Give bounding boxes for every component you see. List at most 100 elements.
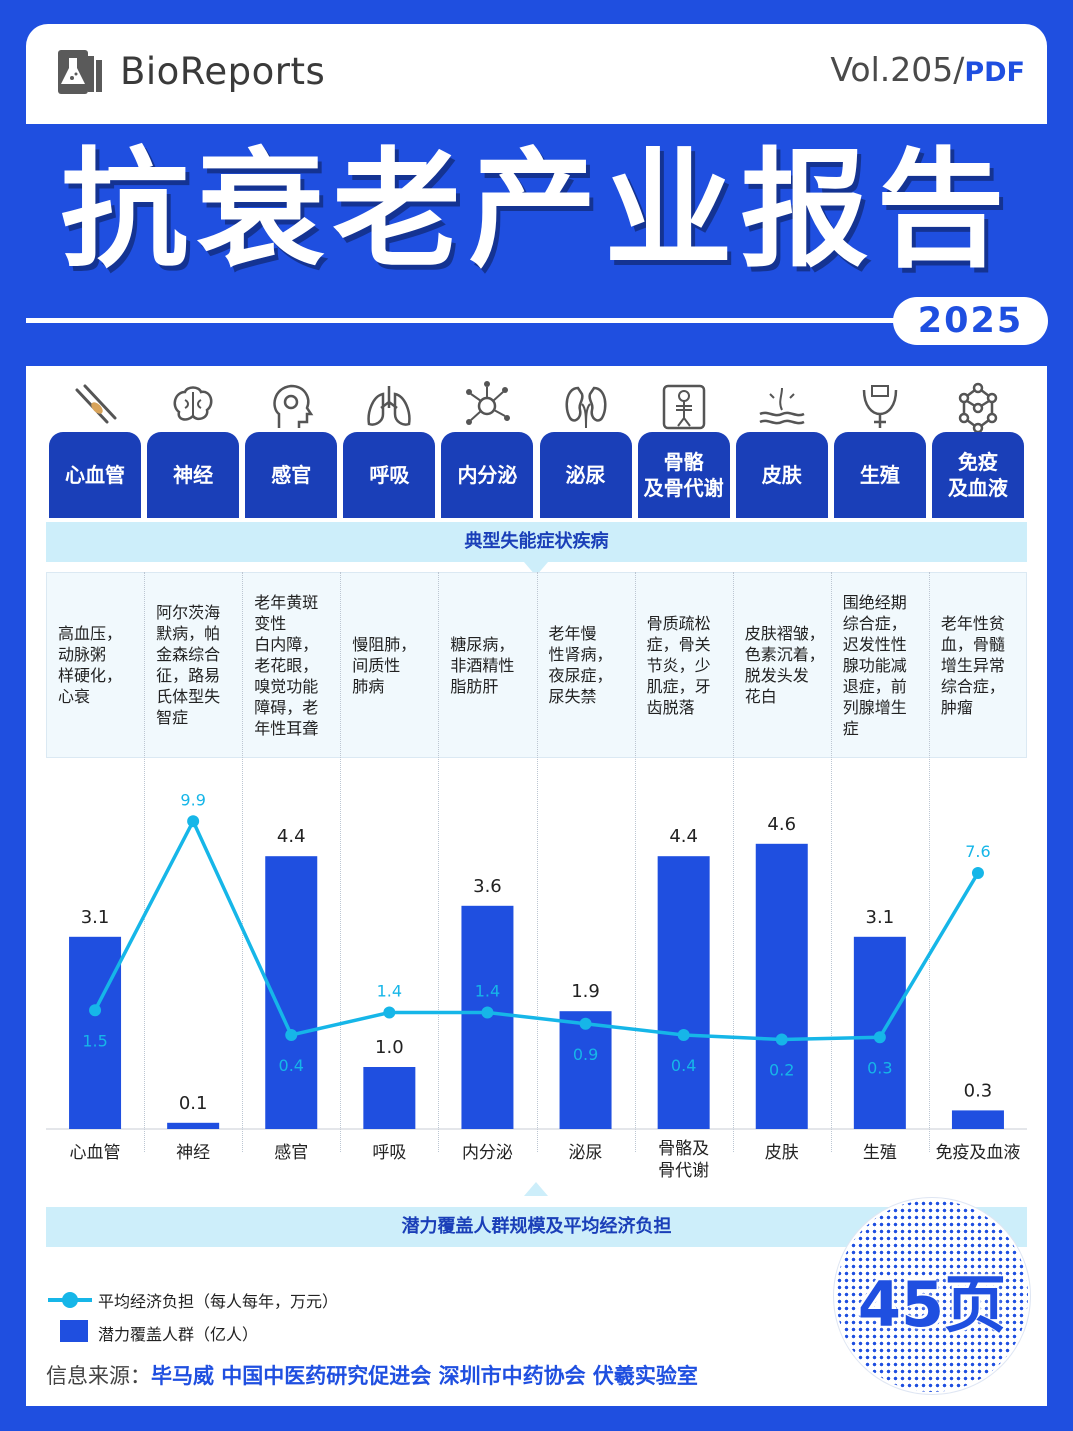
lungs-icon [367, 386, 411, 426]
line-point [285, 1029, 298, 1041]
head-gear-icon [273, 384, 314, 428]
molecule-network-icon [466, 381, 511, 425]
line-value-label: 0.2 [769, 1061, 794, 1080]
column-divider [242, 572, 244, 1152]
bar-value-label: 4.6 [767, 814, 796, 835]
page-count-badge [834, 1198, 1030, 1394]
line-point [579, 1017, 592, 1030]
x-tick-label: 内分泌 [462, 1143, 513, 1163]
line-point [873, 1031, 886, 1044]
skeleton-icon [662, 384, 705, 430]
legend-bar-label: 潜力覆盖人群（亿人） [98, 1325, 259, 1344]
disease-text: 高血压， 动脉粥 样硬化， 心衰 [58, 624, 123, 706]
column-divider [536, 572, 538, 1152]
x-tick-label: 感官 [274, 1143, 308, 1163]
line-value-label: 1.4 [475, 982, 500, 1001]
bar [559, 1011, 612, 1129]
brand-name: BioReports [120, 50, 326, 93]
line-point [89, 1004, 102, 1017]
legend-line-marker [62, 1292, 78, 1308]
category-tab: 内分泌 [441, 432, 534, 518]
legend-line-label: 平均经济负担（每人每年，万元） [98, 1292, 339, 1311]
bar [265, 856, 318, 1129]
bar [167, 1122, 220, 1129]
source-label: 信息来源： [46, 1364, 151, 1388]
content-card: 心血管 神经 感官 呼吸 内分泌 泌尿 骨骼 及骨代谢 皮肤 生殖 免疫 及血液 典型失能症状疾病… [26, 366, 1047, 1406]
bar-value-label: 4.4 [669, 826, 698, 847]
column-divider [144, 572, 146, 1152]
x-tick-label: 心血管 [70, 1143, 121, 1163]
line-point [187, 815, 200, 828]
legend-bar-swatch [60, 1320, 88, 1342]
page-count-text: 45页 [857, 1268, 1007, 1341]
chart: 3.1 0.1 4.4 1.0 3.6 1.9 4.4 4.6 3.1 0.3 1.5 9.9 0.4 1… [46, 790, 1027, 1181]
bar-value-label: 3.6 [473, 876, 502, 897]
reproductive-icon [862, 385, 898, 428]
disease-text: 慢阻肺， 间质性 肺病 [352, 634, 417, 696]
band-notch-up [524, 1182, 548, 1196]
header-card: BioReports Vol.205/PDF [26, 24, 1047, 124]
format-label: PDF [964, 57, 1025, 88]
year-badge: 2025 [893, 297, 1048, 345]
bar [951, 1110, 1004, 1129]
disease-text: 围绝经期 综合症， 迟发性性 腺功能减 退症，前 列腺增生 症 [842, 592, 907, 738]
line-value-label: 0.3 [867, 1058, 892, 1077]
line-point [775, 1033, 788, 1046]
bar-value-label: 1.9 [571, 981, 600, 1002]
title-rule [26, 318, 926, 323]
brain-icon [173, 386, 213, 421]
disease-text: 阿尔茨海 默病，帕 金森综合 征，路易 氏体型失 智症 [156, 603, 221, 727]
category-tab: 心血管 [49, 432, 142, 518]
column-divider [928, 572, 930, 1152]
disease-text: 老年性贫 血，骨髓 增生异常 综合症， 肿瘤 [940, 613, 1005, 717]
bar [69, 936, 122, 1129]
bar [363, 1067, 416, 1129]
category-tab: 骨骼 及骨代谢 [637, 432, 730, 518]
bar-value-label: 3.1 [81, 907, 110, 928]
x-tick-label: 皮肤 [765, 1143, 799, 1163]
line-value-label: 1.4 [377, 982, 402, 1001]
bar-value-label: 0.1 [179, 1093, 208, 1114]
column-divider [634, 572, 636, 1152]
bar-value-label: 4.4 [277, 826, 306, 847]
x-tick-label: 神经 [176, 1143, 210, 1163]
line-point [971, 867, 984, 879]
category-tab: 呼吸 [343, 432, 436, 518]
report-title: 抗衰老产业报告 [60, 136, 1013, 285]
category-tab: 皮肤 [735, 432, 828, 518]
line-point [481, 1006, 494, 1019]
category-tab: 免疫 及血液 [931, 432, 1024, 518]
skin-icon [759, 387, 805, 425]
x-tick-label: 骨代谢 [658, 1161, 709, 1181]
volume-number: Vol.205/ [830, 50, 965, 89]
x-tick-label: 生殖 [863, 1143, 897, 1163]
line-series [93, 817, 980, 1042]
column-divider [340, 572, 342, 1152]
report-flask-icon [58, 50, 102, 94]
source-orgs: 毕马威 中国中医药研究促进会 深圳市中药协会 伏羲实验室 [151, 1364, 698, 1388]
bar [657, 856, 710, 1129]
column-divider [830, 572, 832, 1152]
blood-vessel-icon [75, 384, 117, 424]
hexagon-cells-icon [958, 382, 998, 434]
bar-value-label: 1.0 [375, 1037, 404, 1058]
disease-text: 老年黄斑 变性 白内障， 老花眼， 嗅觉功能 障碍，老 年性耳聋 [254, 592, 319, 738]
x-tick-label: 呼吸 [372, 1143, 406, 1163]
line-value-label: 0.9 [573, 1045, 598, 1064]
x-tick-label: 骨骼及 [658, 1139, 709, 1159]
line-value-label: 7.6 [965, 842, 990, 861]
line-value-label: 0.4 [671, 1056, 696, 1075]
bar [755, 843, 808, 1129]
category-tab: 神经 [147, 432, 240, 518]
band-diseases: 典型失能症状疾病 [46, 522, 1027, 562]
source-line: 信息来源：毕马威 中国中医药研究促进会 深圳市中药协会 伏羲实验室 [46, 1360, 698, 1390]
disease-text: 骨质疏松 症，骨关 节炎，少 肌症，牙 齿脱落 [646, 613, 711, 717]
column-divider [732, 572, 734, 1152]
bar-value-label: 0.3 [964, 1080, 993, 1101]
line-value-label: 0.4 [279, 1056, 304, 1075]
x-tick-label: 泌尿 [569, 1143, 603, 1163]
disease-text: 糖尿病， 非酒精性 脂肪肝 [450, 634, 515, 696]
column-divider [438, 572, 440, 1152]
category-tab: 感官 [245, 432, 338, 518]
line-value-label: 1.5 [82, 1031, 107, 1050]
